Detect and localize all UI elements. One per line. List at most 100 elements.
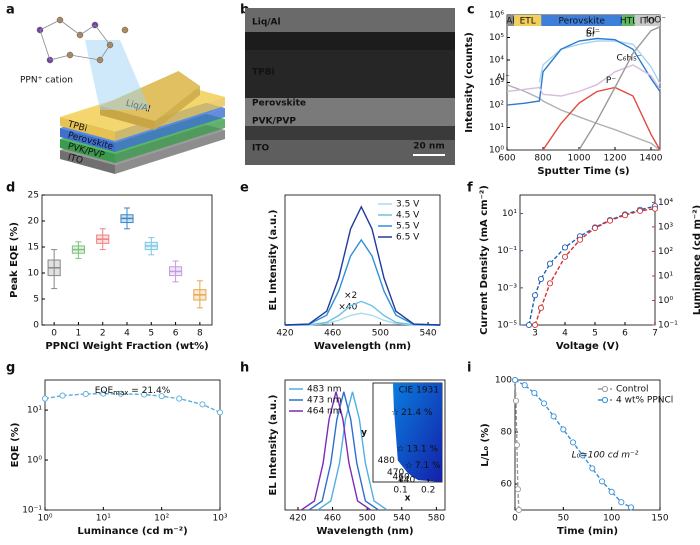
marker [608,488,615,495]
tem-band [245,32,455,50]
atom [121,26,129,34]
y-tick-label: 10¹ [489,123,504,133]
y-tick-label: 20 [28,217,40,227]
x-tick-label: 1200 [604,154,627,164]
x-tick-label: 0.2 [421,486,435,496]
x-tick-label: 580 [428,514,445,524]
series-line [308,391,379,511]
cie-region [393,383,442,482]
region-band [507,15,515,26]
y-axis-label: Intensity (counts) [464,32,475,133]
series-line [44,392,221,414]
marker [199,401,206,408]
y-axis-label: Current Density (mA cm⁻²) [479,185,490,335]
y-tick-label: 10¹ [502,209,517,219]
layer-side [155,86,200,130]
legend-label: 3.5 V [396,200,420,210]
marker [576,236,584,243]
region-label: ETL [520,17,536,27]
scale-label: ×2 [344,291,357,301]
legend-label: 4 wt% PPNCl [616,396,673,406]
y-axis-label: EL Intensity (a.u.) [268,210,279,311]
legend-marker [601,385,609,393]
y-tick-label: 10⁰ [658,296,673,306]
y-tick-label: 10¹ [658,271,673,281]
series-line [284,300,441,326]
x-tick-label: 1000 [568,154,591,164]
y-tick-label: 10⁻¹ [497,246,517,256]
y-tick-label: 10¹ [27,406,42,416]
x-tick-label: 420 [276,329,293,339]
tem-band [245,50,455,98]
marker [579,452,586,459]
layer-label: Liq/Al [252,18,281,28]
y-tick-label: 60 [501,480,513,490]
series-line [542,86,661,151]
x-tick-label: 0 [512,514,518,524]
region-label: Al [506,17,515,27]
series-line [534,208,656,326]
series-line [284,238,441,326]
layer-label: Perovskite [252,99,306,109]
cie-value-label: 7.1 % [415,461,441,471]
marker [606,217,614,224]
x-tick-label: 50 [558,514,570,524]
panel-letter: e [240,181,249,196]
marker [531,321,539,329]
panel-letter: f [467,181,473,196]
marker [550,413,557,420]
plot-frame [519,194,656,326]
marker [537,275,545,283]
region-band [514,15,542,26]
series-line [284,312,441,326]
layer-label: ITO [67,153,84,167]
locus-label: 440 [398,476,415,486]
marker [598,478,606,485]
cation-label: PPN⁺ cation [20,76,73,86]
panel-letter: g [6,361,15,376]
legend-label: 464 nm [307,407,342,417]
y-tick-label: 10⁻¹ [22,506,42,516]
inset-title: CIE 1931 [399,386,439,396]
series-line [506,84,661,151]
y-axis-label: EL Intensity (a.u.) [268,395,279,496]
x-tick-label: 1400 [640,154,663,164]
inset-y-label: y [361,428,367,438]
x-tick-label: 540 [393,514,410,524]
panel-letter: c [467,3,475,18]
x-tick-label: 10¹ [96,514,111,524]
series-label: Cl⁻ [586,27,600,37]
x-tick-label: 0 [51,329,57,339]
legend-label: 6.5 V [396,233,420,243]
marker [560,426,567,433]
layer-label: PVK/PVP [252,117,296,127]
marker [591,224,599,232]
layer-side [115,97,225,141]
x-tick-label: 2 [100,329,106,339]
y-tick-label: 0 [33,321,39,331]
panel-letter: i [467,361,471,376]
layer-side [115,119,225,163]
tem-band [245,98,455,126]
marker [540,400,548,407]
legend-marker [601,396,609,404]
cie-star: ☆ [405,461,413,471]
marker [515,506,522,514]
plot-frame [506,14,661,151]
y-tick-label: 5 [33,295,39,305]
y-tick-label: 10⁰ [489,146,504,156]
x-tick-label: 5 [592,329,598,339]
series-line [538,40,661,84]
y-tick-label: 25 [28,191,39,201]
marker [82,390,89,398]
series-line [301,391,371,511]
layer-side [115,108,225,152]
marker [513,441,520,449]
y-tick-label: 10⁰ [27,456,42,466]
annotation-base: EQE [95,386,114,396]
emission-glow [85,40,150,110]
region-label: Perovskite [558,17,605,27]
x-axis-label: Voltage (V) [556,341,619,352]
y-tick-label: 10⁻¹ [658,321,678,331]
